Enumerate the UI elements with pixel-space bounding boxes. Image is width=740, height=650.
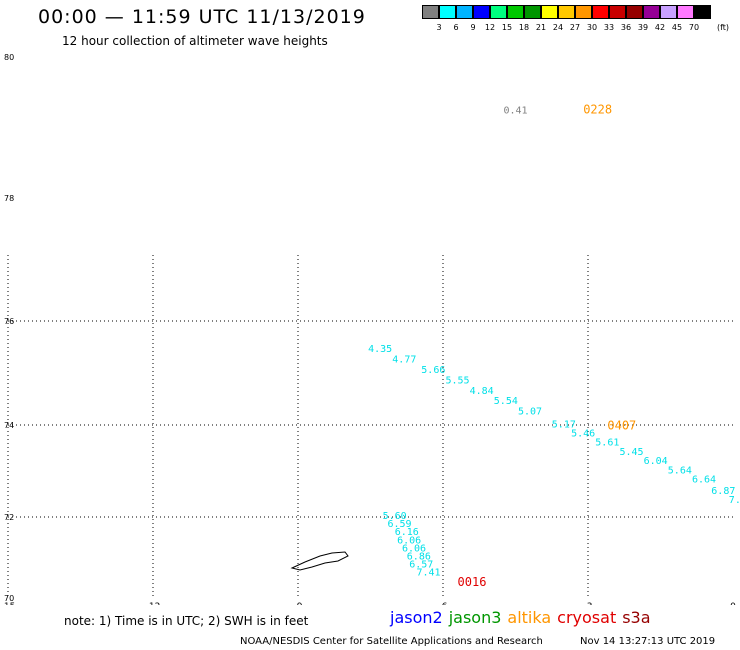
page-title: 00:00 — 11:59 UTC 11/13/2019 [38, 6, 366, 28]
swh-value-label: 5.17 [552, 419, 576, 430]
color-scale-label: 18 [518, 23, 530, 32]
color-swatch [558, 5, 575, 19]
color-scale-label: 42 [654, 23, 666, 32]
credit-line: NOAA/NESDIS Center for Satellite Applica… [240, 636, 543, 647]
color-swatch [490, 5, 507, 19]
swh-value-label: 5.60 [383, 511, 407, 522]
color-swatch [626, 5, 643, 19]
color-scale-label: 9 [470, 23, 476, 32]
swh-value-label: 5.55 [445, 375, 469, 386]
swh-value-label: 6.06 [402, 543, 426, 554]
color-swatch [439, 5, 456, 19]
longitude-tick-label: 0 [730, 602, 736, 605]
satellite-legend: jason2 jason3 altika cryosat s3a [390, 608, 657, 627]
swh-value-label: 5.64 [668, 465, 692, 476]
color-scale-label: 45 [671, 23, 683, 32]
color-swatch [507, 5, 524, 19]
latitude-tick-label: 70 [4, 594, 14, 603]
color-scale-label: 12 [484, 23, 496, 32]
latitude-tick-label: 72 [4, 513, 14, 522]
latitude-tick-label: 78 [4, 194, 14, 203]
color-swatch [473, 5, 490, 19]
color-scale-label: 36 [620, 23, 632, 32]
swh-value-label: 5.66 [421, 365, 445, 376]
color-swatch [575, 5, 592, 19]
swh-value-label: 7.41 [416, 568, 440, 579]
color-swatch [660, 5, 677, 19]
swh-value-label: 4.35 [368, 344, 392, 355]
jan-mayen-island-outline [290, 551, 349, 571]
color-scale-label: 70 [688, 23, 700, 32]
color-swatch [422, 5, 439, 19]
color-swatch [609, 5, 626, 19]
longitude-tick-label: -6 [439, 602, 448, 605]
latitude-tick-label: 80 [4, 53, 14, 62]
swh-value-label: 6.57 [409, 560, 433, 571]
legend-item-jason2: jason2 [390, 608, 443, 627]
swh-value-label: 5.54 [494, 396, 518, 407]
longitude-tick-label: -3 [584, 602, 593, 605]
color-scale-label: 30 [586, 23, 598, 32]
longitude-tick-label: -12 [146, 602, 161, 605]
longitude-tick-label: -15 [1, 602, 16, 605]
page-subtitle: 12 hour collection of altimeter wave hei… [62, 34, 328, 48]
color-scale-label: 39 [637, 23, 649, 32]
latitude-tick-label: 76 [4, 317, 14, 326]
swh-value-label: 5.07 [518, 407, 542, 418]
color-scale-label: 33 [603, 23, 615, 32]
swh-value-label: 4.84 [470, 386, 494, 397]
legend-item-altika: altika [507, 608, 552, 627]
swh-value-label: 6.86 [407, 552, 431, 563]
swh-value-label: 6.06 [397, 535, 421, 546]
swh-value-label: 6.04 [644, 456, 668, 467]
longitude-tick-label: -9 [294, 602, 303, 605]
units-note: note: 1) Time is in UTC; 2) SWH is in fe… [64, 614, 309, 628]
swh-value-label: 0.41 [503, 105, 527, 116]
legend-item-jason3: jason3 [448, 608, 502, 627]
swh-value-label: 5.46 [571, 429, 595, 440]
color-swatch [541, 5, 558, 19]
swh-value-label: 5.45 [619, 447, 643, 458]
swh-value-label: 7.3 [729, 495, 740, 506]
swh-value-label: 5.61 [595, 438, 619, 449]
color-scale-label: 3 [436, 23, 442, 32]
pass-time-label: 0016 [458, 575, 487, 589]
color-swatch [643, 5, 660, 19]
latitude-tick-label: 74 [4, 421, 14, 430]
color-scale-label: 21 [535, 23, 547, 32]
color-scale-label: 27 [569, 23, 581, 32]
legend-item-cryosat: cryosat [557, 608, 617, 627]
swh-value-label: 4.77 [392, 355, 416, 366]
pass-time-label: 0228 [583, 102, 612, 116]
generated-timestamp: Nov 14 13:27:13 UTC 2019 [580, 636, 716, 647]
swh-value-label: 6.16 [395, 527, 419, 538]
swh-value-label: 6.59 [387, 519, 411, 530]
wave-height-map: -15 -12 -9 -6 -3 0 70 72 74 76 78 80 0.41 0228 4.354.7… [1, 53, 740, 605]
color-scale-label: 15 [501, 23, 513, 32]
swh-value-label: 6.64 [692, 475, 716, 486]
swh-value-label: 6.87 [711, 486, 735, 497]
color-swatch [677, 5, 694, 19]
color-scale-label: 6 [453, 23, 459, 32]
color-swatch [524, 5, 541, 19]
legend-item-s3a: s3a [622, 608, 651, 627]
color-scale-unit: (ft) [716, 23, 730, 32]
color-swatch [694, 5, 711, 19]
color-swatch [592, 5, 609, 19]
pass-time-label: 0407 [607, 419, 636, 433]
color-swatch [456, 5, 473, 19]
color-scale-label: 24 [552, 23, 564, 32]
